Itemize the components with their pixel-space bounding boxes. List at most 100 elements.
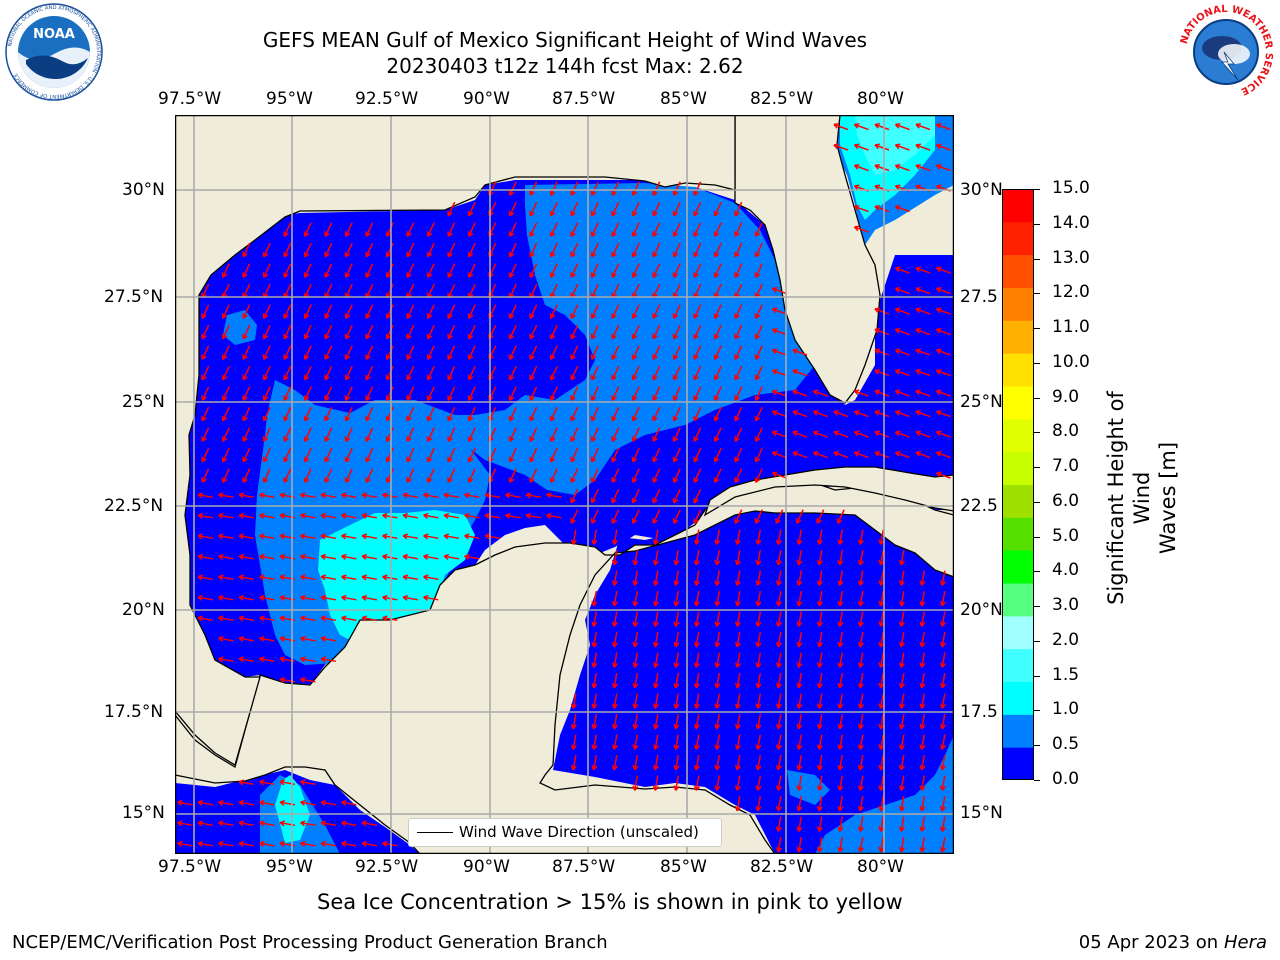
wave-direction-arrowhead [591,703,598,709]
wave-direction-arrowhead [939,744,946,750]
wave-direction-arrow [941,693,946,709]
wave-direction-arrow [218,657,234,663]
wave-direction-arrowhead [693,210,699,217]
wave-direction-arrow [734,242,743,258]
wave-direction-arrowhead [631,477,638,483]
wave-direction-arrowhead [591,682,598,689]
wave-direction-arrowhead [382,533,388,540]
wave-direction-arrow [777,549,782,566]
wave-direction-arrow [509,406,517,422]
wave-direction-arrow [550,447,558,463]
wave-direction-arrow [838,795,844,812]
wave-direction-arrow [324,242,333,258]
wave-direction-arrowhead [320,656,327,663]
wave-direction-arrow [345,324,353,340]
wave-direction-arrowhead [796,723,803,730]
wave-direction-arrow [920,734,926,750]
wave-zone-0p5-cari [787,770,830,805]
wave-direction-arrowhead [898,785,905,791]
wave-direction-arrowhead [344,251,351,258]
wave-direction-arrowhead [672,251,679,258]
wave-direction-arrowhead [894,450,901,457]
wave-direction-arrowhead [238,492,245,499]
wave-direction-arrow [592,734,598,750]
wave-direction-arrow [505,514,521,519]
wave-direction-arrowhead [467,415,474,422]
wave-direction-arrow [611,283,620,299]
wave-direction-arrow [611,263,620,278]
wave-direction-arrow [854,390,869,397]
wave-direction-arrowhead [833,409,840,416]
wave-direction-arrowhead [775,641,782,648]
wave-direction-arrow [592,631,598,648]
wave-direction-arrowhead [713,374,720,381]
wave-direction-arrow [920,713,926,730]
wave-direction-arrowhead [443,512,450,519]
wave-direction-arrowhead [385,477,392,483]
wave-direction-arrow [632,509,640,524]
wave-direction-arrow [263,324,271,340]
wave-direction-arrow [936,328,951,336]
wave-direction-arrowhead [426,436,433,442]
wave-direction-arrow [879,549,885,566]
wave-direction-arrow [695,713,700,730]
lat-right-20: 20°N [960,600,1003,620]
wave-direction-arrow [859,631,864,648]
wave-direction-arrowhead [915,450,922,457]
wave-direction-arrow [833,144,849,151]
wave-direction-arrow [859,836,864,853]
wave-direction-arrow [591,488,599,504]
wave-direction-arrowhead [508,415,515,422]
wave-direction-arrow [177,821,193,827]
wave-direction-arrowhead [279,779,286,786]
wave-direction-arrowhead [177,820,183,827]
wave-direction-arrow [304,263,312,278]
wave-direction-arrow [673,263,681,278]
wave-direction-arrow [222,406,230,422]
wave-direction-arrowhead [197,820,204,827]
wave-direction-arrowhead [177,799,183,806]
wave-direction-arrowhead [344,374,351,381]
wave-direction-arrow [447,242,456,258]
wave-direction-arrowhead [673,662,680,668]
wave-direction-arrow [818,549,823,566]
wave-direction-arrow [529,468,538,483]
colorbar-tick-mark [1034,189,1040,190]
wave-direction-arrow [509,386,517,401]
wave-direction-arrow [632,406,640,422]
wave-direction-arrow [833,123,849,131]
wave-direction-arrowhead [300,574,306,581]
wave-direction-arrowhead [611,456,617,463]
wave-direction-arrow [259,534,275,540]
wave-direction-arrowhead [443,553,450,560]
wave-direction-arrow [570,283,579,299]
wave-direction-arrow [611,181,620,196]
wave-direction-arrowhead [549,333,556,340]
wave-direction-arrowhead [775,764,782,771]
wave-direction-arrow [242,242,251,258]
wave-direction-arrowhead [693,395,699,401]
wave-direction-arrow [714,345,722,360]
wave-direction-arrow [345,345,353,360]
wave-direction-arrowhead [426,333,433,340]
wave-direction-arrowhead [406,272,412,278]
wave-direction-arrow [673,345,681,360]
wave-direction-arrow [304,468,312,483]
wave-direction-arrow [197,616,214,622]
wave-direction-arrowhead [365,415,371,422]
wave-direction-arrow [570,181,579,196]
wave-direction-arrow [345,283,353,299]
wave-direction-arrow [320,514,337,519]
wave-direction-arrowhead [341,820,347,827]
wave-direction-arrowhead [320,492,327,499]
wave-direction-arrow [736,631,741,648]
wave-height-map [174,114,955,855]
wave-direction-arrow [591,304,599,319]
wave-direction-arrow [920,611,926,627]
wave-direction-arrow [591,509,599,524]
wave-direction-arrowhead [406,415,412,422]
wave-direction-arrow [674,734,680,750]
wave-direction-arrowhead [300,799,306,806]
wave-direction-arrow [613,652,618,668]
wave-direction-arrowhead [197,840,204,847]
